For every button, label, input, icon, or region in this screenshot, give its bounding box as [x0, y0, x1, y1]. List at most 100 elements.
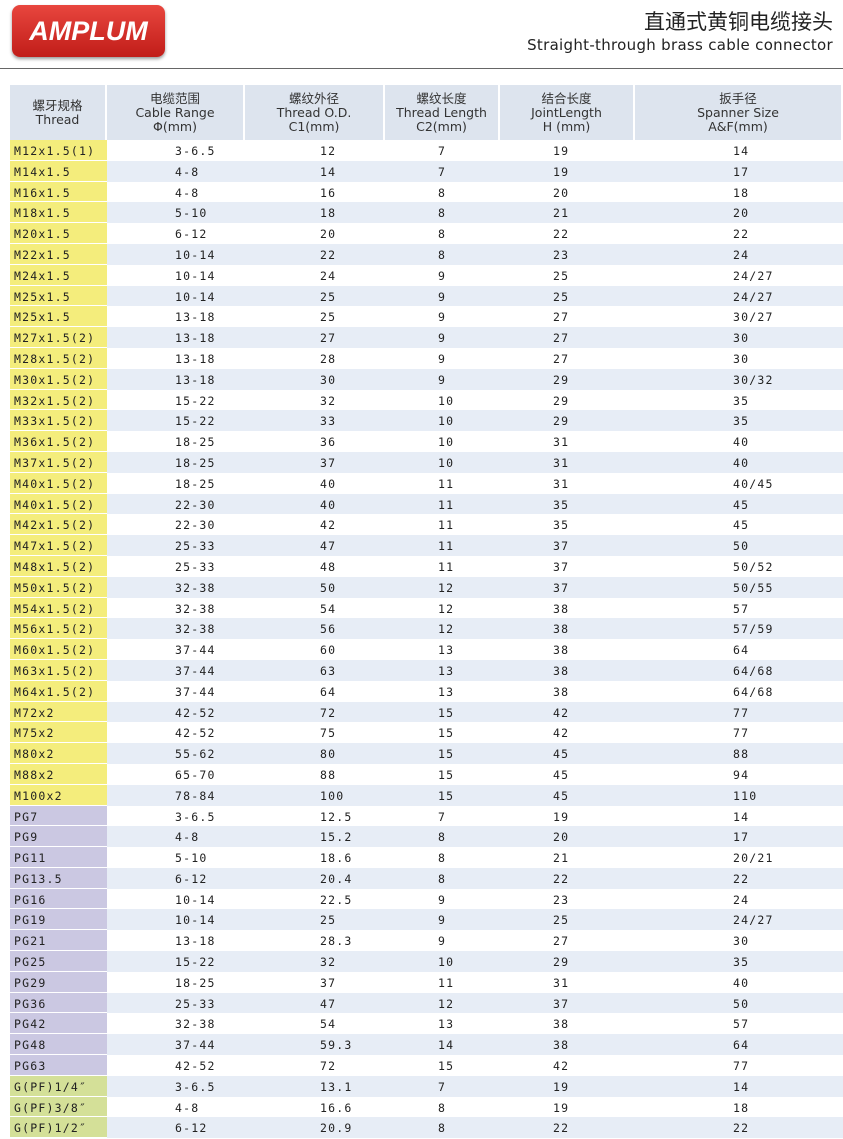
- value-cell: 31: [500, 451, 635, 473]
- spec-table: 螺牙规格 Thread 电缆范围 Cable Range Φ(mm) 螺纹外径 Thread…: [10, 85, 843, 1139]
- value-cell: 14: [733, 809, 750, 824]
- table-row: PG36 25-33 47 12 37 50: [10, 992, 843, 1014]
- value-cell: 9: [438, 351, 447, 366]
- value-cell: 16.6: [320, 1100, 353, 1115]
- value-cell: 8: [438, 185, 447, 200]
- value-cell: 9: [385, 285, 500, 307]
- value-cell: 38: [553, 684, 570, 699]
- value-cell: 9: [438, 934, 447, 949]
- value-cell: 38: [500, 659, 635, 681]
- value-cell: 10-14: [175, 268, 216, 283]
- value-cell: 57: [733, 601, 750, 616]
- value-cell: 19: [500, 160, 635, 182]
- value-cell: 35: [635, 951, 843, 972]
- column-header: 电缆范围 Cable Range Φ(mm): [107, 85, 245, 140]
- value-cell: 13-18: [175, 310, 216, 325]
- value-cell: 40: [635, 451, 843, 473]
- thread-cell: M48x1.5(2): [10, 555, 107, 577]
- table-row: M24x1.5 10-14 24 9 25 24/27: [10, 264, 843, 286]
- value-cell: 22: [635, 867, 843, 889]
- value-cell: 77: [733, 726, 750, 741]
- table-row: M36x1.5(2) 18-25 36 10 31 40: [10, 431, 843, 452]
- value-cell: 12: [438, 601, 455, 616]
- thread-cell: PG19: [10, 909, 107, 931]
- value-cell: 20: [500, 826, 635, 848]
- value-cell: 18-25: [175, 476, 216, 491]
- value-cell: 3-6.5: [175, 144, 216, 158]
- thread-cell: M56x1.5(2): [10, 618, 107, 640]
- value-cell: 37: [500, 535, 635, 556]
- value-cell: 9: [385, 909, 500, 931]
- value-cell: 10-14: [175, 892, 216, 907]
- value-cell: 30: [733, 934, 750, 949]
- thread-cell: M80x2: [10, 743, 107, 764]
- value-cell: 56: [245, 618, 385, 640]
- value-cell: 17: [635, 826, 843, 848]
- header-line: Φ(mm): [153, 118, 197, 134]
- value-cell: 12: [320, 144, 337, 158]
- table-row: PG9 4-8 15.2 8 20 17: [10, 826, 843, 848]
- value-cell: 10-14: [107, 285, 245, 307]
- value-cell: 22: [635, 1117, 843, 1139]
- value-cell: 22: [733, 227, 750, 242]
- value-cell: 3-6.5: [175, 809, 216, 824]
- value-cell: 50: [245, 576, 385, 598]
- thread-cell: PG48: [10, 1034, 107, 1056]
- header-line: 螺牙规格: [32, 97, 83, 113]
- value-cell: 78-84: [107, 784, 245, 806]
- table-row: PG42 32-38 54 13 38 57: [10, 1013, 843, 1035]
- value-cell: 32: [245, 951, 385, 972]
- thread-cell: M40x1.5(2): [10, 493, 107, 515]
- value-cell: 27: [553, 934, 570, 949]
- value-cell: 24: [635, 243, 843, 265]
- value-cell: 64: [635, 1034, 843, 1056]
- table-row: M25x1.5 13-18 25 9 27 30/27: [10, 306, 843, 328]
- value-cell: 38: [500, 1034, 635, 1056]
- value-cell: 12: [385, 618, 500, 640]
- value-cell: 17: [635, 160, 843, 182]
- value-cell: 25-33: [175, 559, 216, 574]
- subtitle: Straight-through brass cable connector: [527, 36, 833, 54]
- thread-cell: M27x1.5(2): [10, 327, 107, 348]
- value-cell: 25-33: [107, 992, 245, 1014]
- thread-cell: G(PF)1/2″: [10, 1117, 107, 1139]
- value-cell: 37: [553, 559, 570, 574]
- table-row: PG19 10-14 25 9 25 24/27: [10, 909, 843, 931]
- value-cell: 94: [733, 767, 750, 782]
- header-line: C1(mm): [288, 118, 340, 134]
- value-cell: 31: [553, 435, 570, 450]
- value-cell: 19: [500, 1075, 635, 1097]
- value-cell: 15-22: [107, 410, 245, 432]
- value-cell: 45: [553, 767, 570, 782]
- table-row: PG25 15-22 32 10 29 35: [10, 951, 843, 972]
- value-cell: 50/52: [733, 559, 774, 574]
- header-line: 结合长度: [541, 90, 592, 106]
- value-cell: 28: [320, 351, 337, 366]
- value-cell: 22: [245, 243, 385, 265]
- value-cell: 42-52: [175, 1059, 216, 1074]
- header-line: Thread: [35, 111, 80, 127]
- value-cell: 7: [385, 160, 500, 182]
- value-cell: 18-25: [107, 451, 245, 473]
- value-cell: 30: [635, 327, 843, 348]
- value-cell: 4-8: [107, 160, 245, 182]
- value-cell: 10: [438, 435, 455, 450]
- value-cell: 32-38: [175, 1017, 216, 1032]
- thread-cell: M12x1.5(1): [10, 140, 107, 161]
- value-cell: 11: [385, 493, 500, 515]
- value-cell: 9: [385, 368, 500, 390]
- value-cell: 100: [245, 784, 385, 806]
- value-cell: 22: [553, 227, 570, 242]
- table-row: M88x2 65-70 88 15 45 94: [10, 763, 843, 785]
- value-cell: 25-33: [107, 535, 245, 556]
- table-row: M18x1.5 5-10 18 8 21 20: [10, 202, 843, 224]
- value-cell: 20.9: [245, 1117, 385, 1139]
- value-cell: 8: [385, 1117, 500, 1139]
- value-cell: 13-18: [107, 368, 245, 390]
- thread-cell: PG63: [10, 1055, 107, 1076]
- value-cell: 22-30: [107, 493, 245, 515]
- value-cell: 32-38: [107, 576, 245, 598]
- value-cell: 10: [385, 451, 500, 473]
- value-cell: 22-30: [175, 518, 216, 533]
- thread-cell: PG29: [10, 971, 107, 993]
